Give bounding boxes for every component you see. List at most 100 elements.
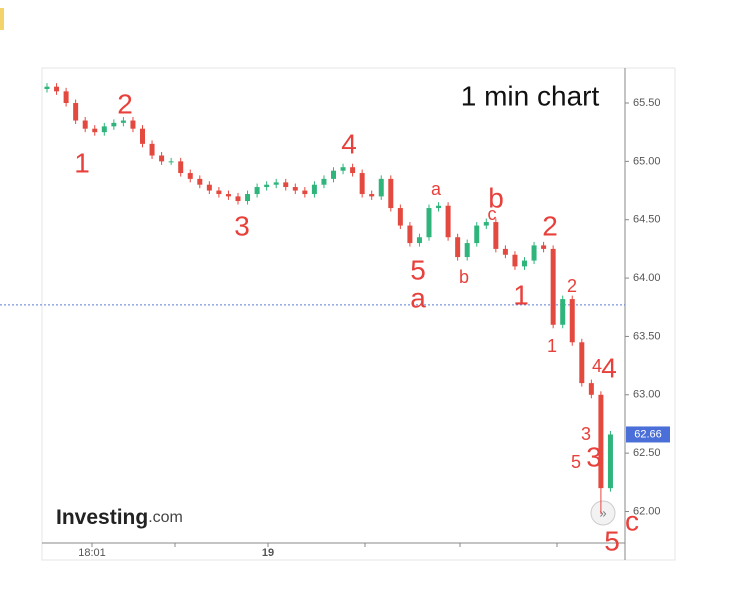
wave-label: a	[410, 282, 426, 313]
candle-body	[445, 205, 451, 238]
scroll-button[interactable]	[590, 500, 616, 526]
candle-body	[63, 91, 69, 104]
candle-body	[292, 187, 298, 191]
y-tick-label: 62.50	[633, 447, 661, 459]
candle-body	[436, 205, 442, 209]
y-tick-label: 64.00	[633, 272, 661, 284]
candle-body	[92, 128, 98, 133]
candle-body	[283, 182, 289, 188]
candle-body	[569, 299, 575, 343]
candle-body	[607, 434, 613, 489]
candle-body	[130, 120, 136, 129]
wave-label: 3	[234, 210, 250, 241]
candle-body	[235, 196, 241, 202]
wave-label: b	[459, 267, 469, 287]
candle-body	[149, 143, 155, 156]
y-tick-label: 64.50	[633, 214, 661, 226]
candle-body	[350, 167, 356, 174]
candle-body	[397, 208, 403, 226]
chart-frame	[41, 67, 676, 561]
brand-suffix: .com	[148, 509, 183, 526]
candle-body	[206, 184, 212, 191]
candle-body	[120, 120, 126, 123]
candle-body	[82, 120, 88, 129]
x-tick-label: 19	[262, 547, 274, 559]
wave-label: c	[625, 505, 639, 536]
candle-body	[541, 245, 547, 249]
candle-body	[168, 161, 174, 163]
candle-body	[302, 190, 308, 195]
candle-body	[140, 128, 145, 144]
last-price-label: 62.66	[634, 428, 662, 440]
candle-body	[159, 155, 165, 162]
wave-label: 5	[571, 452, 581, 472]
candle-body	[44, 86, 50, 90]
y-tick-label: 63.00	[633, 389, 661, 401]
candle-body	[73, 103, 79, 121]
candle-body	[579, 342, 585, 384]
chart-title: 1 min chart	[461, 80, 600, 111]
candle-body	[273, 182, 279, 185]
candle-body	[197, 178, 203, 185]
wave-label: 4	[592, 356, 602, 376]
brand-name: Investing	[56, 506, 148, 529]
candle-body	[359, 173, 365, 195]
wave-label: b	[488, 182, 504, 213]
brand-logo: Investing.com	[56, 506, 183, 529]
candle-body	[225, 194, 231, 197]
candle-body	[111, 122, 117, 127]
y-tick-label: 63.50	[633, 330, 661, 342]
candle-body	[378, 178, 384, 197]
candle-body	[187, 173, 193, 179]
candle-body	[560, 299, 566, 325]
wave-label: 4	[341, 128, 357, 159]
wave-label: 4	[601, 352, 617, 383]
candle-body	[483, 222, 489, 226]
candle-body	[522, 260, 527, 267]
wave-label: a	[431, 179, 442, 199]
candle-body	[588, 383, 594, 395]
candle-body	[502, 248, 508, 255]
candle-body	[512, 254, 518, 267]
candle-body	[550, 248, 556, 325]
candle-body	[101, 126, 107, 133]
wave-label: 2	[567, 276, 577, 296]
wave-label: 5	[604, 525, 620, 556]
candle-body	[245, 194, 251, 202]
candle-body	[54, 86, 60, 92]
candle-body	[416, 237, 422, 244]
wave-label: c	[488, 204, 497, 224]
candle-body	[464, 243, 470, 258]
y-tick-label: 62.00	[633, 505, 661, 517]
candle-body	[598, 394, 604, 489]
candle-body	[331, 170, 336, 179]
candle-body	[340, 167, 346, 171]
scroll-icon[interactable]: »	[599, 505, 606, 520]
candle-body	[321, 178, 327, 185]
wave-label: 2	[542, 210, 558, 241]
candle-body	[426, 208, 432, 238]
wave-label: 1	[513, 279, 529, 310]
candle-body	[455, 237, 461, 258]
wave-label: 1	[74, 147, 90, 178]
y-tick-label: 65.50	[633, 97, 661, 109]
candle-body	[493, 222, 499, 249]
candle-body	[178, 161, 184, 174]
corner-mark	[0, 8, 4, 30]
wave-label: 5	[410, 254, 426, 285]
wave-label: 3	[581, 424, 591, 444]
wave-label: 2	[117, 88, 133, 119]
candle-body	[369, 194, 375, 197]
wave-label: 1	[547, 336, 557, 356]
last-price-tag	[626, 426, 670, 443]
y-tick-label: 65.00	[633, 155, 661, 167]
candle-body	[474, 225, 480, 244]
candle-body	[216, 190, 222, 195]
candle-body	[531, 245, 537, 261]
candle-body	[311, 184, 317, 195]
candle-body	[264, 184, 270, 188]
candle-body	[388, 178, 394, 209]
wave-label: 3	[586, 441, 602, 472]
candle-body	[407, 225, 413, 244]
